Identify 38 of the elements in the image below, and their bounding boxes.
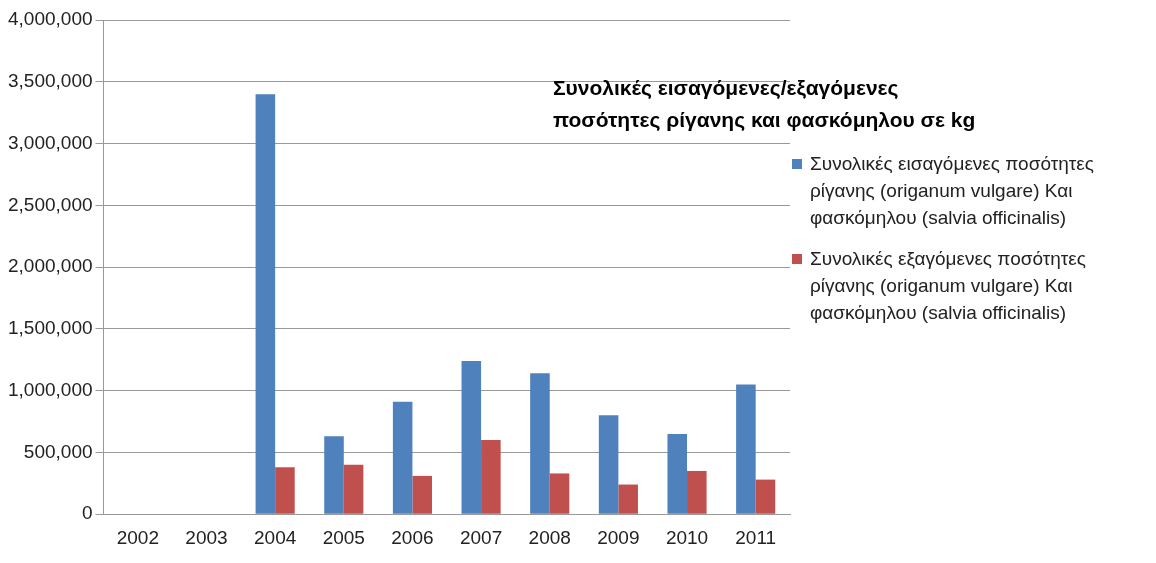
y-tick-label: 3,000,000	[7, 131, 93, 153]
bar	[481, 440, 501, 514]
bar	[549, 473, 570, 514]
bar	[598, 415, 619, 514]
bar	[275, 467, 295, 514]
bar	[324, 436, 344, 514]
bar	[412, 475, 432, 514]
x-tick-label: 2008	[528, 526, 571, 548]
x-tick-label: 2002	[116, 526, 159, 548]
x-tick-label: 2006	[391, 526, 434, 548]
bar	[687, 470, 707, 514]
x-tick-label: 2005	[322, 526, 365, 548]
bar	[736, 384, 756, 514]
y-tick-label: 2,500,000	[7, 193, 93, 215]
x-tick-label: 2011	[735, 526, 777, 548]
y-tick-label: 0	[81, 502, 93, 524]
bar	[618, 484, 638, 514]
bar	[530, 373, 550, 514]
bar	[755, 479, 776, 514]
y-tick-label: 3,500,000	[7, 70, 93, 92]
x-tick-label: 2003	[185, 526, 228, 548]
bar	[392, 401, 413, 514]
bar	[461, 361, 482, 514]
bar	[255, 94, 276, 514]
y-tick-label: 2,000,000	[7, 255, 93, 277]
bar	[667, 433, 688, 514]
text: Συνολικές εισαγόμενες/εξαγόμενες ποσότητες ρίγανης και φασκόμηλου σε kg	[553, 75, 977, 133]
y-tick-label: 1,000,000	[7, 378, 93, 400]
y-tick-label: 1,500,000	[7, 317, 93, 339]
x-tick-label: 2010	[665, 526, 709, 548]
legend-label: Συνολικές εισαγόμενες ποσότητες ρίγανης (origanum vulgare) Και φασκόμηλου (salvia officinalis)	[810, 152, 1095, 230]
legend-label: Συνολικές εξαγόμενες ποσότητες ρίγανης (origanum vulgare) Και φασκόμηλου (salvia officinalis)	[810, 247, 1087, 325]
x-tick-label: 2009	[597, 526, 640, 548]
bar	[343, 464, 364, 514]
x-tick-label: 2007	[459, 526, 503, 548]
y-tick-label: 500,000	[23, 440, 93, 462]
x-tick-label: 2004	[254, 526, 297, 548]
y-tick-label: 4,000,000	[7, 8, 93, 30]
